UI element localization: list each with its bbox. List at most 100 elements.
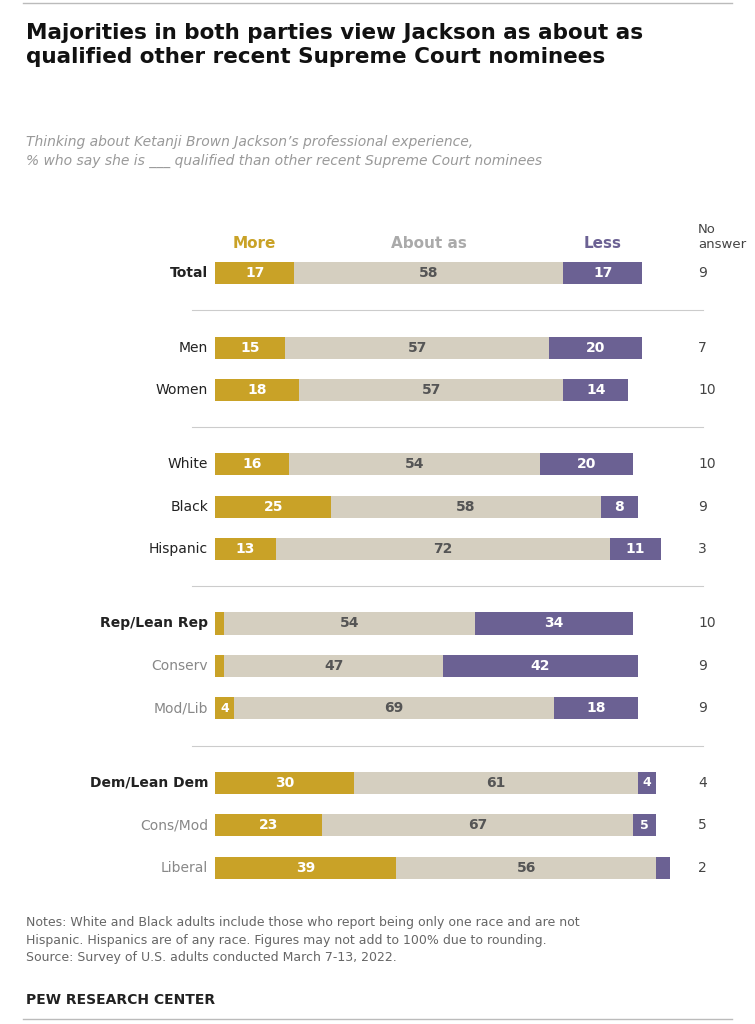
Text: 57: 57 <box>408 341 427 354</box>
Text: 47: 47 <box>324 658 344 673</box>
Bar <box>215 262 294 285</box>
Text: 42: 42 <box>531 658 550 673</box>
Text: 61: 61 <box>486 775 506 790</box>
Bar <box>442 655 638 677</box>
Bar <box>215 814 322 837</box>
Bar <box>475 612 633 635</box>
Bar <box>563 262 643 285</box>
Bar <box>215 454 289 475</box>
Text: Women: Women <box>156 383 208 397</box>
Text: 10: 10 <box>698 383 716 397</box>
Text: 17: 17 <box>245 266 264 281</box>
Text: Black: Black <box>171 500 208 514</box>
Bar <box>224 655 442 677</box>
Bar <box>322 814 633 837</box>
Bar <box>289 454 540 475</box>
Bar <box>215 379 299 401</box>
Text: Less: Less <box>584 237 622 251</box>
Text: White: White <box>168 458 208 471</box>
Text: 10: 10 <box>698 458 716 471</box>
Text: 9: 9 <box>698 266 707 281</box>
Text: About as: About as <box>391 237 467 251</box>
Text: Mod/Lib: Mod/Lib <box>154 701 208 716</box>
Text: 9: 9 <box>698 701 707 716</box>
Text: 57: 57 <box>421 383 441 397</box>
Text: 15: 15 <box>240 341 260 354</box>
Text: 18: 18 <box>586 701 606 716</box>
Text: 9: 9 <box>698 658 707 673</box>
Text: Notes: White and Black adults include those who report being only one race and a: Notes: White and Black adults include th… <box>26 916 580 965</box>
Bar <box>215 612 224 635</box>
Bar <box>276 539 610 560</box>
Text: 9: 9 <box>698 500 707 514</box>
Bar <box>234 697 554 720</box>
Text: 20: 20 <box>577 458 596 471</box>
Text: 34: 34 <box>544 616 564 631</box>
Text: 25: 25 <box>263 500 283 514</box>
Bar <box>294 262 563 285</box>
Text: 8: 8 <box>615 500 624 514</box>
Bar <box>215 337 285 358</box>
Text: Cons/Mod: Cons/Mod <box>140 818 208 833</box>
Text: 56: 56 <box>516 860 536 874</box>
Text: 72: 72 <box>433 543 452 556</box>
Text: 30: 30 <box>276 775 294 790</box>
Text: 16: 16 <box>242 458 262 471</box>
Bar <box>215 772 355 794</box>
Bar <box>633 814 656 837</box>
Bar <box>215 496 331 518</box>
Text: Majorities in both parties view Jackson as about as
qualified other recent Supre: Majorities in both parties view Jackson … <box>26 23 643 67</box>
Text: 3: 3 <box>698 543 707 556</box>
Text: 54: 54 <box>405 458 424 471</box>
Bar <box>215 655 224 677</box>
Text: 4: 4 <box>698 775 707 790</box>
Text: 14: 14 <box>586 383 606 397</box>
Text: 20: 20 <box>586 341 606 354</box>
Bar <box>563 379 628 401</box>
Bar <box>224 612 475 635</box>
Bar <box>610 539 661 560</box>
Text: 39: 39 <box>296 860 316 874</box>
Bar <box>215 539 276 560</box>
Bar <box>550 337 643 358</box>
Text: Liberal: Liberal <box>161 860 208 874</box>
Text: 10: 10 <box>698 616 716 631</box>
Bar <box>600 496 638 518</box>
Text: Dem/Lean Dem: Dem/Lean Dem <box>90 775 208 790</box>
Bar <box>638 772 656 794</box>
Bar <box>540 454 633 475</box>
Text: 11: 11 <box>626 543 645 556</box>
Bar <box>396 856 656 879</box>
Text: 58: 58 <box>419 266 439 281</box>
Text: 2: 2 <box>698 860 707 874</box>
Text: 23: 23 <box>259 818 279 833</box>
Bar <box>299 379 563 401</box>
Text: 17: 17 <box>593 266 612 281</box>
Bar <box>331 496 600 518</box>
Text: PEW RESEARCH CENTER: PEW RESEARCH CENTER <box>26 993 215 1008</box>
Text: Men: Men <box>179 341 208 354</box>
Bar <box>355 772 638 794</box>
Text: Hispanic: Hispanic <box>149 543 208 556</box>
Text: 4: 4 <box>643 776 652 790</box>
Text: No
answer: No answer <box>698 223 746 251</box>
Text: Total: Total <box>170 266 208 281</box>
Text: 54: 54 <box>340 616 359 631</box>
Text: 69: 69 <box>384 701 404 716</box>
Text: 5: 5 <box>640 818 649 831</box>
Text: 7: 7 <box>698 341 707 354</box>
Text: More: More <box>233 237 276 251</box>
Text: Conserv: Conserv <box>152 658 208 673</box>
Text: 13: 13 <box>236 543 255 556</box>
Text: Rep/Lean Rep: Rep/Lean Rep <box>100 616 208 631</box>
Text: 58: 58 <box>456 500 476 514</box>
Text: 67: 67 <box>468 818 487 833</box>
Bar <box>215 697 234 720</box>
Bar <box>215 856 396 879</box>
Bar <box>554 697 638 720</box>
Bar <box>656 856 670 879</box>
Text: Thinking about Ketanji Brown Jackson’s professional experience,
% who say she is: Thinking about Ketanji Brown Jackson’s p… <box>26 135 543 168</box>
Text: 5: 5 <box>698 818 707 833</box>
Bar <box>285 337 550 358</box>
Text: 4: 4 <box>220 701 229 715</box>
